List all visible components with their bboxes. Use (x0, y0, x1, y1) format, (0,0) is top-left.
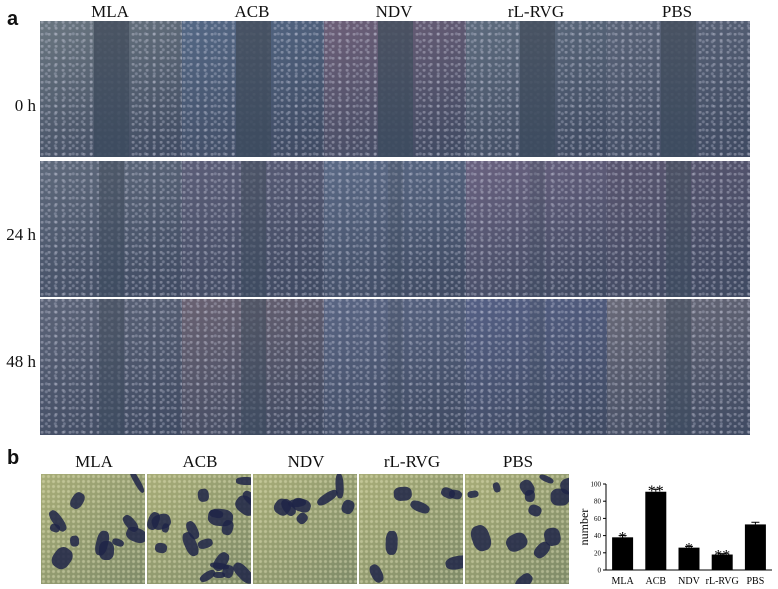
scratch-image-ndv-0h (324, 21, 467, 157)
migration-bar-chart: 0 20 40 60 80 100 number * MLA ** ACB * NDV ** rL-RVG P… (577, 481, 772, 587)
x-tick-label: ACB (646, 576, 667, 587)
scratch-image-pbs-48h (607, 299, 750, 435)
bar-acb (645, 491, 667, 570)
y-tick-label: 60 (594, 515, 602, 523)
transwell-image-mla (41, 474, 145, 584)
scratch-image-acb-48h (182, 299, 325, 435)
col-label-acb: ACB (234, 2, 270, 21)
row-label-48h: 48 h (6, 352, 36, 371)
scratch-image-rl-rvg-24h (466, 161, 609, 297)
col-label-ndv: NDV (375, 2, 413, 21)
y-tick-label: 100 (591, 481, 602, 489)
scratch-image-pbs-0h (607, 21, 750, 157)
bar-rl-rvg (711, 554, 733, 570)
b-label-ndv: NDV (287, 452, 325, 471)
x-tick-label: rL-RVG (706, 576, 739, 587)
scratch-image-rl-rvg-48h (466, 299, 609, 435)
x-tick-label: MLA (611, 576, 634, 587)
scratch-image-ndv-48h (324, 299, 467, 435)
transwell-image-pbs (465, 474, 569, 584)
y-tick-label: 0 (598, 567, 602, 575)
col-label-mla: MLA (91, 2, 129, 21)
scratch-image-mla-48h (40, 299, 183, 435)
transwell-image-acb (147, 474, 251, 584)
scratch-image-mla-0h (40, 21, 183, 157)
scratch-image-ndv-24h (324, 161, 467, 297)
significance-mark: * (619, 530, 627, 547)
significance-mark: ** (714, 548, 730, 565)
significance-mark: * (685, 540, 693, 557)
b-label-pbs: PBS (502, 452, 534, 471)
row-label-0h: 0 h (14, 96, 36, 115)
scratch-image-acb-24h (182, 161, 325, 297)
y-tick-label: 20 (594, 549, 602, 557)
b-label-acb: ACB (182, 452, 218, 471)
scratch-image-mla-24h (40, 161, 183, 297)
x-tick-label: PBS (747, 576, 765, 587)
b-label-rl-rvg: rL-RVG (383, 452, 441, 471)
y-tick-label: 80 (594, 498, 602, 506)
bar-mla (612, 537, 634, 570)
row-label-24h: 24 h (6, 225, 36, 244)
x-tick-label: NDV (678, 576, 700, 587)
col-label-pbs: PBS (661, 2, 693, 21)
scratch-image-acb-0h (182, 21, 325, 157)
panel-b-letter: b (7, 447, 20, 469)
transwell-image-ndv (253, 474, 357, 584)
scratch-image-pbs-24h (607, 161, 750, 297)
panel-a-letter: a (7, 8, 19, 30)
b-label-mla: MLA (75, 452, 113, 471)
transwell-image-rl-rvg (359, 474, 463, 584)
col-label-rl-rvg: rL-RVG (507, 2, 565, 21)
y-axis-label: number (577, 509, 591, 546)
bar-pbs (744, 524, 766, 570)
scratch-image-rl-rvg-0h (466, 21, 609, 157)
significance-mark: ** (648, 483, 664, 500)
y-tick-label: 40 (594, 532, 602, 540)
bar-ndv (678, 547, 700, 570)
